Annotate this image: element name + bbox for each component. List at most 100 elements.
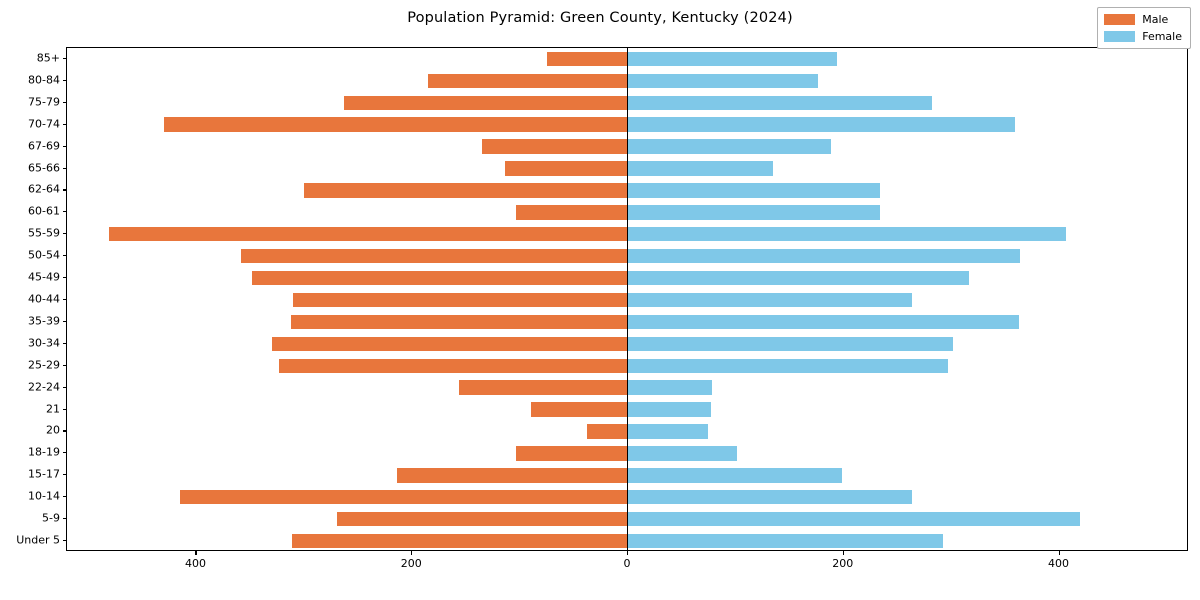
y-axis-tick-label: Under 5 (16, 533, 60, 547)
pyramid-row (67, 511, 1187, 527)
bar-female (627, 424, 708, 439)
y-axis-tick-mark (62, 189, 66, 191)
y-axis-tick-mark (62, 79, 66, 81)
bar-male (109, 227, 627, 242)
bar-male (516, 446, 627, 461)
bar-male (303, 183, 627, 198)
y-axis-tick-label: 55-59 (28, 226, 60, 240)
pyramid-row (67, 358, 1187, 373)
x-axis-tick-mark (842, 551, 844, 555)
pyramid-row (67, 446, 1187, 461)
bar-male (279, 358, 627, 373)
pyramid-row (67, 336, 1187, 352)
bar-female (627, 446, 737, 461)
zero-axis-line (627, 48, 629, 550)
y-axis-tick-mark (62, 299, 66, 301)
y-axis-tick-mark (62, 123, 66, 125)
bar-male (481, 139, 627, 154)
bar-male (241, 248, 627, 264)
bar-female (627, 117, 1015, 132)
y-axis-tick-mark (62, 408, 66, 410)
y-axis-tick-mark (62, 101, 66, 103)
bar-male (163, 117, 627, 132)
bar-female (627, 248, 1021, 264)
x-axis-tick-label: 400 (1048, 557, 1070, 570)
y-axis-tick-label: 21 (46, 402, 60, 416)
bar-female (627, 314, 1019, 330)
chart-legend: Male Female (1097, 7, 1191, 49)
x-axis-tick-mark (1058, 551, 1060, 555)
legend-swatch-male (1104, 14, 1136, 25)
y-axis-tick-mark (62, 145, 66, 147)
bar-male (427, 73, 627, 89)
bar-male (343, 95, 627, 110)
x-axis-tick-mark (627, 551, 629, 555)
bar-female (627, 380, 713, 395)
x-axis-tick-label: 200 (832, 557, 854, 570)
y-axis-tick-label: 25-29 (28, 358, 60, 372)
pyramid-row (67, 292, 1187, 308)
pyramid-row (67, 117, 1187, 132)
bar-male (293, 292, 627, 308)
pyramid-row (67, 139, 1187, 154)
pyramid-row (67, 380, 1187, 395)
x-axis-tick-label: 400 (184, 557, 206, 570)
y-axis-tick-mark (62, 233, 66, 235)
y-axis-tick-label: 10-14 (28, 489, 60, 503)
y-axis-tick-mark (62, 496, 66, 498)
y-axis-tick-label: 65-66 (28, 161, 60, 175)
y-axis-tick-mark (62, 211, 66, 213)
pyramid-row (67, 95, 1187, 110)
bar-male (180, 489, 627, 505)
x-axis-tick-mark (195, 551, 197, 555)
bar-male (531, 402, 627, 417)
y-axis-tick-label: 50-54 (28, 248, 60, 262)
y-axis-tick-label: 30-34 (28, 336, 60, 350)
pyramid-row (67, 533, 1187, 549)
y-axis-tick-label: 18-19 (28, 445, 60, 459)
pyramid-row (67, 402, 1187, 417)
pyramid-row (67, 227, 1187, 242)
y-axis-tick-mark (62, 452, 66, 454)
plot-area (66, 47, 1188, 551)
x-axis-tick-mark (411, 551, 413, 555)
y-axis-tick-mark (62, 386, 66, 388)
legend-item-male: Male (1104, 13, 1182, 26)
y-axis-tick-mark (62, 277, 66, 279)
bar-male (459, 380, 627, 395)
pyramid-row (67, 489, 1187, 505)
bar-male (516, 205, 627, 220)
y-axis-tick-label: 5-9 (42, 511, 60, 525)
y-axis-tick-label: 85+ (36, 51, 60, 65)
bar-male (291, 314, 627, 330)
y-axis-tick-label: 22-24 (28, 380, 60, 394)
legend-label-male: Male (1142, 13, 1169, 26)
y-axis-tick-label: 35-39 (28, 314, 60, 328)
bar-female (627, 402, 711, 417)
bar-female (627, 358, 948, 373)
bar-female (627, 227, 1067, 242)
bar-female (627, 95, 932, 110)
pyramid-row (67, 270, 1187, 286)
pyramid-row (67, 248, 1187, 264)
bar-male (337, 511, 627, 527)
y-axis-tick-label: 45-49 (28, 270, 60, 284)
y-axis-tick-label: 60-61 (28, 204, 60, 218)
x-axis-tick-label: 0 (623, 557, 631, 570)
y-axis-tick-label: 67-69 (28, 139, 60, 153)
bars-layer (67, 48, 1187, 550)
bar-female (627, 183, 881, 198)
bar-male (252, 270, 627, 286)
y-axis-tick-label: 70-74 (28, 117, 60, 131)
bar-male (547, 51, 627, 67)
bar-female (627, 468, 843, 483)
y-axis-tick-mark (62, 540, 66, 542)
bar-female (627, 51, 837, 67)
y-axis-tick-label: 20 (46, 423, 60, 437)
pyramid-row (67, 73, 1187, 89)
y-axis-tick-mark (62, 474, 66, 476)
bar-male (292, 533, 627, 549)
y-axis-tick-mark (62, 57, 66, 60)
legend-swatch-female (1104, 31, 1136, 42)
